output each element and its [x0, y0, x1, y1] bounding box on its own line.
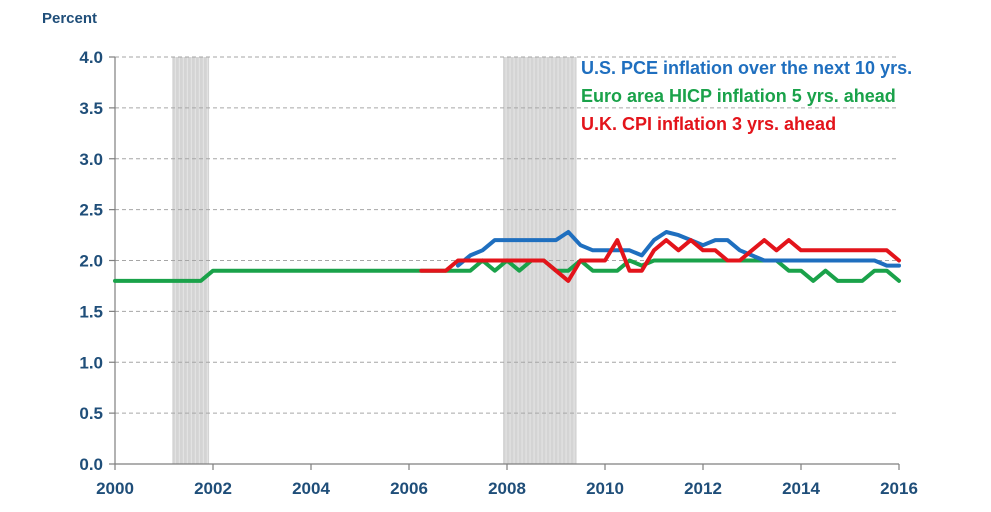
- y-tick-label: 2.5: [79, 201, 103, 220]
- x-tick-label: 2014: [782, 479, 820, 498]
- series-lines: [113, 230, 901, 283]
- y-tick-label: 2.0: [79, 252, 103, 271]
- x-tick-label: 2012: [684, 479, 722, 498]
- x-tick-label: 2008: [488, 479, 526, 498]
- x-tick-label: 2006: [390, 479, 428, 498]
- y-tick-label: 1.5: [79, 302, 103, 321]
- axes: [109, 56, 900, 470]
- x-tick-label: 2000: [96, 479, 134, 498]
- y-tick-label: 3.0: [79, 150, 103, 169]
- gridlines: [115, 56, 899, 414]
- y-axis-label: Percent: [42, 10, 97, 27]
- legend-entry-2: Euro area HICP inflation 5 yrs. ahead: [581, 86, 896, 106]
- series-line-1: [456, 230, 901, 268]
- legend-entry-1: U.S. PCE inflation over the next 10 yrs.: [581, 58, 912, 78]
- y-tick-label: 3.5: [79, 99, 103, 118]
- y-tick-label: 0.5: [79, 404, 103, 423]
- y-tick-labels: 0.0 0.5 1.0 1.5 2.0 2.5 3.0 3.5 4.0: [79, 48, 103, 474]
- x-tick-label: 2002: [194, 479, 232, 498]
- y-tick-label: 1.0: [79, 353, 103, 372]
- x-tick-label: 2004: [292, 479, 330, 498]
- x-tick-label: 2010: [586, 479, 624, 498]
- x-tick-labels: 2000 2002 2004 2006 2008 2010 2012 2014 2016: [96, 479, 918, 498]
- legend-entry-3: U.K. CPI inflation 3 yrs. ahead: [581, 114, 836, 134]
- legend: U.S. PCE inflation over the next 10 yrs.…: [581, 58, 912, 134]
- series-line-2: [113, 258, 901, 283]
- x-tick-label: 2016: [880, 479, 918, 498]
- series-line-3: [419, 238, 901, 283]
- y-tick-label: 0.0: [79, 455, 103, 474]
- y-tick-label: 4.0: [79, 48, 103, 67]
